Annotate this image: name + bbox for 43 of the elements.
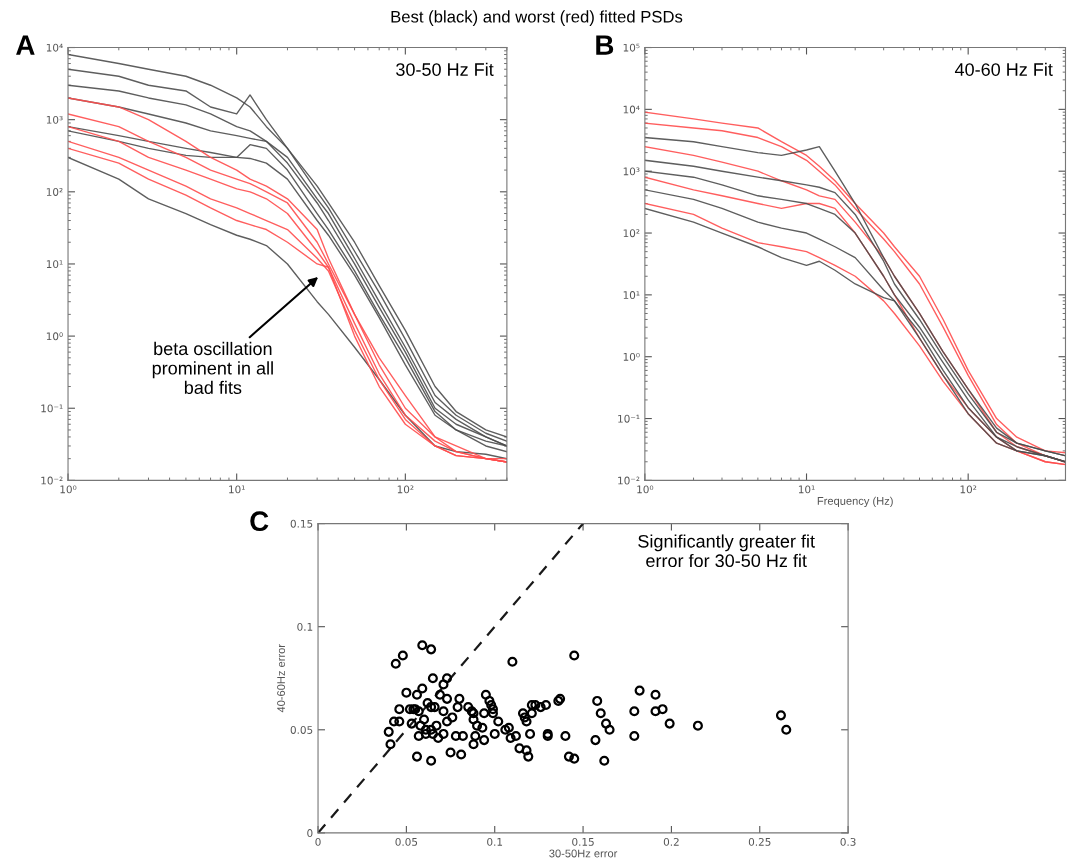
- x-tick-label: 10¹: [798, 485, 815, 494]
- chart-title: Best (black) and worst (red) fitted PSDs: [391, 10, 683, 26]
- y-tick-label: 10⁻²: [618, 476, 640, 485]
- x-tick-label: 0.15: [572, 837, 594, 846]
- y-tick-label: 10²: [623, 229, 640, 238]
- y-tick-label: 0.15: [290, 519, 313, 528]
- y-tick-label: 10³: [623, 167, 640, 176]
- y-tick-label: 10⁻¹: [618, 414, 640, 423]
- y-tick-label: 10⁻²: [41, 476, 63, 485]
- x-tick-label: 10²: [397, 485, 414, 494]
- text: B: [596, 35, 614, 55]
- y-axis-title: 40-60Hz error: [277, 644, 286, 713]
- y-tick-label: 10³: [46, 115, 63, 124]
- y-tick-label: 10¹: [46, 260, 63, 269]
- y-tick-label: 10⁰: [623, 352, 640, 361]
- y-tick-label: 10⁴: [623, 105, 640, 114]
- y-tick-label: 10⁵: [623, 43, 640, 52]
- annotation: Significantly greater fit error for 30-50 Hz fit: [638, 534, 815, 568]
- annotation: beta oscillation prominent in all bad fits: [152, 341, 273, 395]
- x-axis-title: 30-50Hz error: [549, 849, 618, 858]
- annotation: 40-60 Hz Fit: [954, 62, 1053, 76]
- annotation: 30-50 Hz Fit: [396, 62, 494, 76]
- x-tick-label: 0.3: [840, 837, 856, 846]
- x-tick-label: 0.1: [487, 837, 503, 846]
- text: A: [16, 35, 35, 55]
- y-tick-label: 0.1: [297, 622, 313, 631]
- x-tick-label: 0.05: [395, 837, 418, 846]
- x-tick-label: 0.2: [663, 837, 679, 846]
- y-tick-label: 0.05: [290, 726, 313, 734]
- y-tick-label: 10²: [46, 188, 63, 196]
- y-tick-label: 0: [307, 829, 313, 837]
- y-tick-label: 10⁴: [46, 43, 63, 52]
- x-tick-label: 0: [315, 837, 321, 846]
- x-tick-label: 0.25: [748, 837, 771, 846]
- x-axis-title: Frequency (Hz): [817, 496, 893, 508]
- x-tick-label: 10²: [960, 485, 977, 494]
- text: C: [250, 511, 269, 532]
- x-tick-label: 10⁰: [637, 485, 654, 494]
- y-tick-label: 10⁻¹: [41, 404, 63, 413]
- y-tick-label: 10⁰: [46, 332, 63, 341]
- y-tick-label: 10¹: [623, 291, 640, 299]
- x-tick-label: 10¹: [229, 485, 245, 494]
- x-tick-label: 10⁰: [60, 485, 77, 494]
